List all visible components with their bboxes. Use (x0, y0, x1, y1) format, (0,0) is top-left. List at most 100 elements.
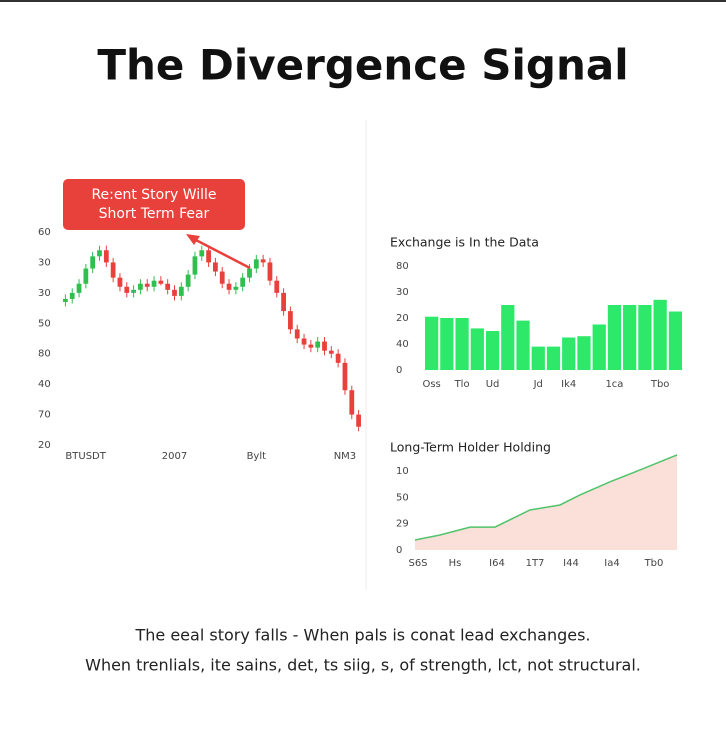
x-tick-label: 1ca (605, 379, 623, 390)
line (414, 454, 678, 541)
bar (653, 299, 667, 370)
bar (546, 346, 561, 370)
x-tick-label: I44 (563, 558, 579, 569)
y-tick-label: 20 (396, 313, 409, 324)
y-tick-label: 30 (38, 288, 51, 299)
candle-body (90, 256, 96, 269)
candle-body (124, 286, 130, 293)
candle-body (267, 262, 273, 281)
bar (425, 316, 439, 370)
x-tick-label: NM3 (334, 451, 356, 462)
candle-body (240, 277, 246, 287)
y-tick-label: 60 (38, 227, 51, 238)
y-tick-label: 20 (38, 440, 51, 451)
bar (607, 305, 622, 370)
annotation-line: Re:ent Story Wille (91, 187, 216, 203)
candle-body (335, 353, 341, 363)
x-tick-label: Oss (422, 379, 440, 390)
bar (470, 328, 484, 370)
y-tick-label: 70 (38, 410, 51, 421)
bar (501, 305, 515, 370)
candle-body (97, 250, 102, 257)
x-tick-label: Jd (533, 379, 543, 390)
bar (485, 331, 500, 370)
annotation-arrow (191, 236, 251, 270)
y-tick-label: 0 (396, 545, 402, 556)
chart-title: Long-Term Holder Holding (390, 440, 551, 455)
x-tick-label: Tlo (454, 379, 470, 390)
candle-body (69, 292, 75, 299)
candle-body (206, 250, 211, 263)
arrow-head (186, 234, 200, 245)
chart-title: Exchange is In the Data (390, 235, 539, 250)
candle-body (281, 292, 286, 312)
candle-body (288, 311, 293, 330)
candle-body (213, 262, 218, 272)
x-tick-label: Tb0 (644, 558, 664, 569)
candle-body (131, 289, 136, 293)
candle-body (342, 362, 348, 391)
annotation-box (63, 179, 245, 230)
holder-chart: Long-Term Holder Holding 10 50 29 0 S6S Hs I64 1… (390, 440, 678, 569)
exchange-chart: Exchange is In the Data 80 30 20 40 0 Oss Tlo Ud… (390, 235, 682, 390)
candle-body (110, 262, 116, 278)
annotation-line: Short Term Fear (99, 206, 210, 222)
candle-body (322, 341, 327, 351)
candle-body (178, 286, 184, 296)
candle-body (328, 350, 334, 354)
candle-body (199, 250, 205, 257)
candle-body (192, 256, 198, 275)
y-tick-label: 80 (396, 261, 409, 272)
footer-line: When trenlials, ite sains, det, ts siig,… (85, 656, 641, 675)
y-tick-label: 40 (38, 379, 51, 390)
page-title: The Divergence Signal (97, 41, 628, 90)
y-tick-label: 80 (38, 349, 51, 360)
candle-body (144, 283, 150, 287)
candle-body (63, 298, 68, 302)
candle-body (83, 268, 89, 284)
candle-body (76, 283, 82, 293)
bar (531, 346, 545, 370)
candle-body (301, 338, 307, 345)
y-tick-label: 50 (396, 492, 409, 503)
candle-body (117, 277, 123, 287)
bar (562, 337, 576, 370)
x-tick-label: 2007 (162, 451, 187, 462)
x-tick-label: Ud (486, 379, 500, 390)
bar (592, 324, 606, 370)
bar (668, 311, 682, 370)
x-tick-label: Tbo (650, 379, 670, 390)
y-tick-label: 0 (396, 365, 402, 376)
y-tick-label: 30 (396, 287, 409, 298)
bar (455, 318, 469, 370)
candle-body (274, 280, 280, 293)
candle-body (158, 280, 164, 284)
area-fill (415, 454, 677, 550)
footer-line: The eeal story falls - When pals is cona… (134, 626, 590, 645)
candle-body (172, 289, 177, 296)
candle-body (308, 344, 314, 348)
price-chart: 60 30 30 50 80 40 70 20 BTUSDT 2007 Bylt NM3 (38, 227, 361, 462)
y-tick-label: 10 (396, 466, 409, 477)
y-tick-label: 50 (38, 318, 51, 329)
bar (577, 336, 591, 370)
x-tick-label: BTUSDT (65, 451, 106, 462)
candle-body (260, 259, 266, 263)
y-tick-label: 30 (38, 257, 51, 268)
candle-body (356, 414, 361, 427)
x-tick-label: Ia4 (604, 558, 619, 569)
bar (638, 305, 652, 370)
candle-body (253, 259, 259, 269)
candle-body (165, 283, 171, 290)
x-tick-label: Bylt (247, 451, 267, 462)
candle-body (349, 390, 355, 415)
candle-body (294, 329, 300, 339)
candle-body (219, 271, 225, 284)
candle-body (247, 268, 252, 278)
candle-body (226, 283, 232, 290)
x-tick-label: I64 (489, 558, 505, 569)
candle-body (233, 286, 239, 290)
x-tick-label: Ik4 (561, 379, 576, 390)
y-tick-label: 40 (396, 339, 409, 350)
